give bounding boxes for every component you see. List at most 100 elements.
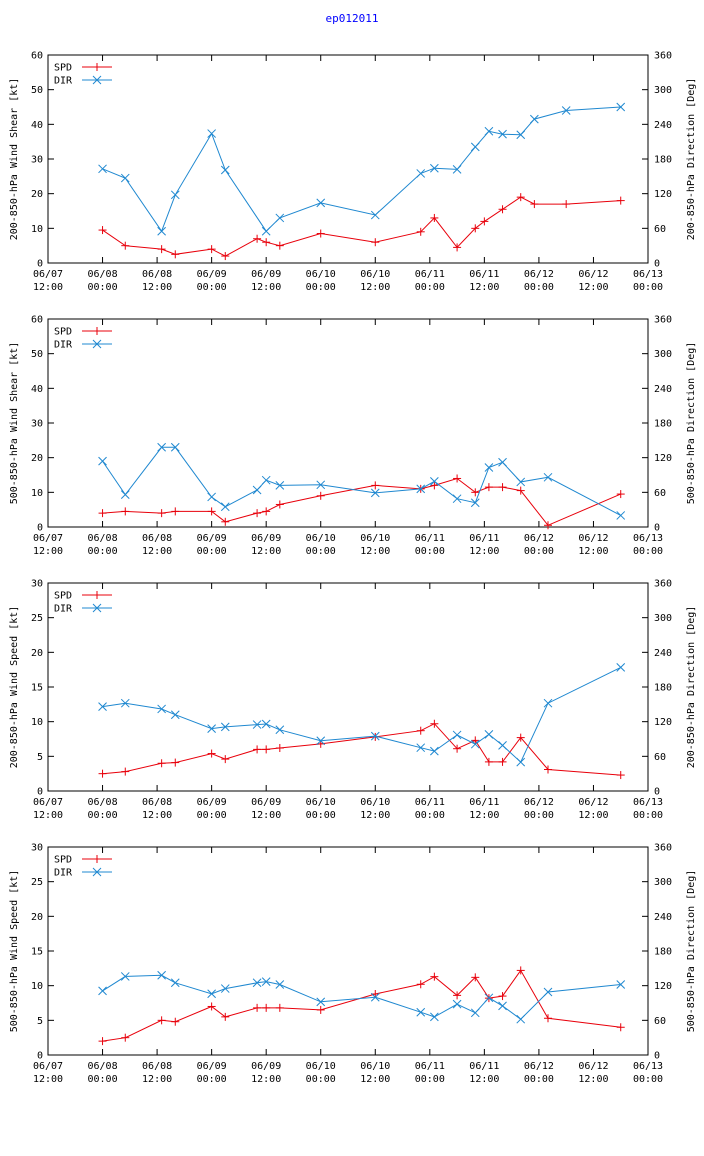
x-tick-label-time: 00:00: [524, 546, 554, 557]
x-tick-label-date: 06/09: [197, 533, 227, 544]
y2-tick-label: 240: [654, 648, 672, 659]
marker-stroke: [430, 163, 439, 173]
y2-tick-label: 360: [654, 843, 672, 854]
data-point-spd: [430, 481, 439, 490]
y2-axis-label: 200-850-hPa Direction [Deg]: [686, 606, 697, 769]
y2-tick-label: 360: [654, 315, 672, 326]
marker-stroke: [207, 492, 216, 502]
marker-stroke: [92, 75, 102, 85]
marker-stroke: [170, 190, 180, 200]
data-point-dir: [470, 739, 480, 749]
y-tick-label: 10: [31, 224, 43, 235]
x-tick-label-date: 06/09: [197, 269, 227, 280]
data-point-spd: [616, 1023, 625, 1032]
data-point-dir: [498, 1001, 507, 1011]
page-title: ep012011: [325, 12, 379, 25]
marker-stroke: [252, 720, 262, 729]
x-tick-label-time: 00:00: [306, 810, 336, 821]
y-tick-label: 40: [31, 120, 43, 131]
data-point-dir: [516, 477, 526, 487]
x-tick-label-date: 06/12: [524, 797, 554, 808]
x-tick-label-date: 06/09: [251, 269, 281, 280]
data-point-spd: [371, 238, 380, 247]
data-point-dir: [120, 972, 130, 981]
data-point-dir: [120, 173, 130, 183]
marker-stroke: [275, 481, 285, 490]
data-point-dir: [207, 724, 216, 733]
x-tick-label-date: 06/11: [415, 797, 445, 808]
y-tick-label: 20: [31, 453, 43, 464]
chart-panel-2: 0 10 20 30 40 50 60 0 60 120 180 240 300 360 06/07 12:0…: [9, 315, 697, 558]
data-point-dir: [157, 970, 166, 980]
data-point-dir: [430, 163, 439, 173]
data-point-dir: [561, 106, 571, 115]
data-point-spd: [262, 1003, 271, 1012]
x-tick-label-date: 06/07: [33, 797, 63, 808]
x-tick-label-date: 06/13: [633, 533, 663, 544]
series-line-spd: [102, 477, 621, 526]
marker-stroke: [220, 722, 230, 732]
series-line-dir: [102, 446, 621, 516]
x-tick-label-time: 00:00: [633, 1074, 663, 1085]
x-tick-label-date: 06/10: [360, 533, 390, 544]
data-point-spd: [316, 1005, 325, 1014]
legend-label-dir: DIR: [54, 340, 73, 351]
data-point-dir: [275, 213, 285, 223]
data-point-spd: [121, 1033, 130, 1042]
data-point-dir: [484, 126, 494, 136]
x-tick-label-date: 06/08: [142, 269, 172, 280]
marker-stroke: [207, 989, 216, 999]
marker-stroke: [316, 480, 326, 490]
data-point-spd: [253, 509, 262, 518]
series-line-dir: [102, 666, 621, 763]
data-point-spd: [498, 205, 507, 214]
marker-stroke: [170, 978, 180, 988]
marker-stroke: [530, 114, 539, 124]
data-point-dir: [261, 977, 271, 986]
marker-stroke: [452, 999, 462, 1009]
data-point-spd: [530, 200, 539, 209]
legend-marker-dir: [92, 867, 102, 877]
x-tick-label-date: 06/11: [415, 269, 445, 280]
data-point-spd: [157, 509, 166, 518]
x-tick-label-date: 06/08: [87, 797, 117, 808]
data-point-dir: [616, 980, 626, 989]
series-line-dir: [102, 106, 621, 233]
x-tick-label-date: 06/11: [469, 797, 499, 808]
legend-label-dir: DIR: [54, 868, 73, 879]
y2-tick-label: 120: [654, 717, 672, 728]
legend-marker-dir: [92, 339, 102, 349]
y-tick-label: 20: [31, 648, 43, 659]
marker-stroke: [316, 736, 326, 746]
data-point-spd: [544, 1014, 552, 1023]
y2-tick-label: 360: [654, 579, 672, 590]
data-point-spd: [121, 241, 130, 250]
marker-stroke: [92, 339, 102, 349]
data-point-dir: [616, 663, 626, 672]
y-tick-label: 50: [31, 349, 43, 360]
y-tick-label: 10: [31, 981, 43, 992]
y2-tick-label: 0: [654, 523, 660, 534]
data-point-spd: [253, 745, 262, 754]
marker-stroke: [484, 730, 494, 739]
x-tick-label-date: 06/11: [469, 1061, 499, 1072]
x-tick-label-date: 06/10: [306, 1061, 336, 1072]
x-tick-label-date: 06/10: [306, 269, 336, 280]
x-tick-label-time: 12:00: [251, 810, 281, 821]
y2-tick-label: 180: [654, 683, 672, 694]
x-tick-label-date: 06/09: [197, 797, 227, 808]
x-tick-label-time: 00:00: [306, 546, 336, 557]
marker-stroke: [92, 603, 102, 613]
chart-panel-1: 0 10 20 30 40 50 60 0 60 120 180 240 300 360 06/07 12:0…: [9, 51, 697, 294]
data-point-dir: [498, 129, 507, 139]
x-tick-label-time: 00:00: [633, 546, 663, 557]
data-point-spd: [516, 486, 525, 495]
data-point-dir: [170, 442, 180, 452]
data-point-dir: [98, 456, 107, 466]
data-point-dir: [430, 1012, 439, 1022]
data-point-dir: [616, 511, 626, 520]
data-point-dir: [498, 741, 507, 750]
data-point-spd: [98, 1037, 107, 1046]
data-point-spd: [221, 252, 230, 261]
marker-stroke: [370, 488, 380, 498]
